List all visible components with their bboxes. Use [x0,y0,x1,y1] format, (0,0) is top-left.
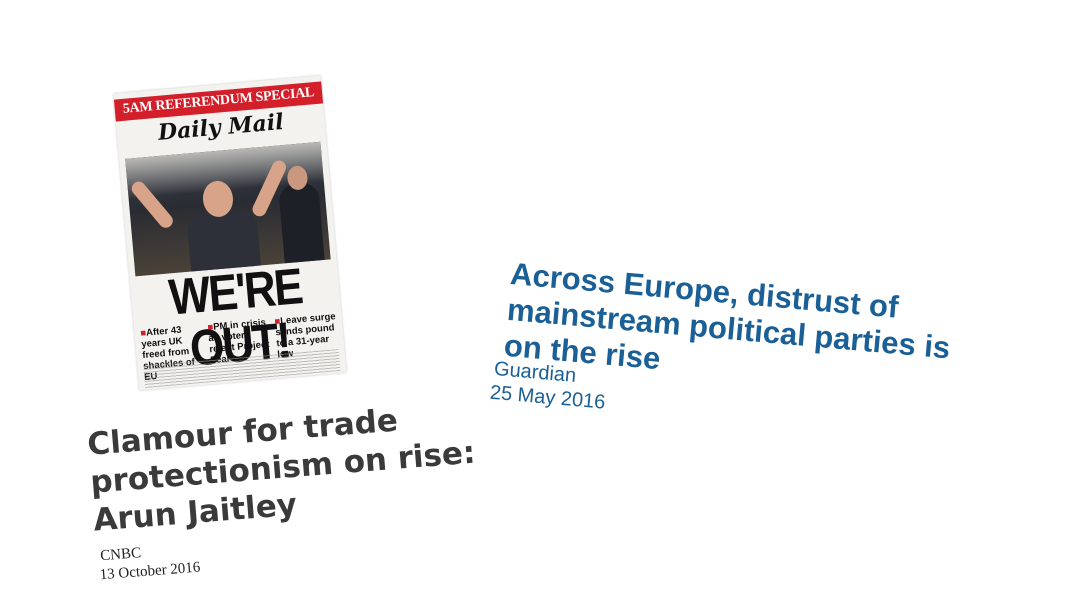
cnbc-quote: Clamour for trade protectionism on rise:… [86,393,517,585]
newspaper-subhead: ■After 43 years UK freed from shackles o… [139,324,195,383]
newspaper-subhead: ■Leave surge sends pound to a 31-year lo… [274,311,337,360]
newspaper-photo [125,141,331,277]
cnbc-headline: Clamour for trade protectionism on rise:… [86,402,477,539]
newspaper-subhead: ■PM in crisis as voters reject Project F… [207,317,270,366]
daily-mail-front-page: 5AM REFERENDUM SPECIAL Daily Mail WE'RE … [113,75,347,391]
guardian-quote: Across Europe, distrust of mainstream po… [489,256,980,446]
